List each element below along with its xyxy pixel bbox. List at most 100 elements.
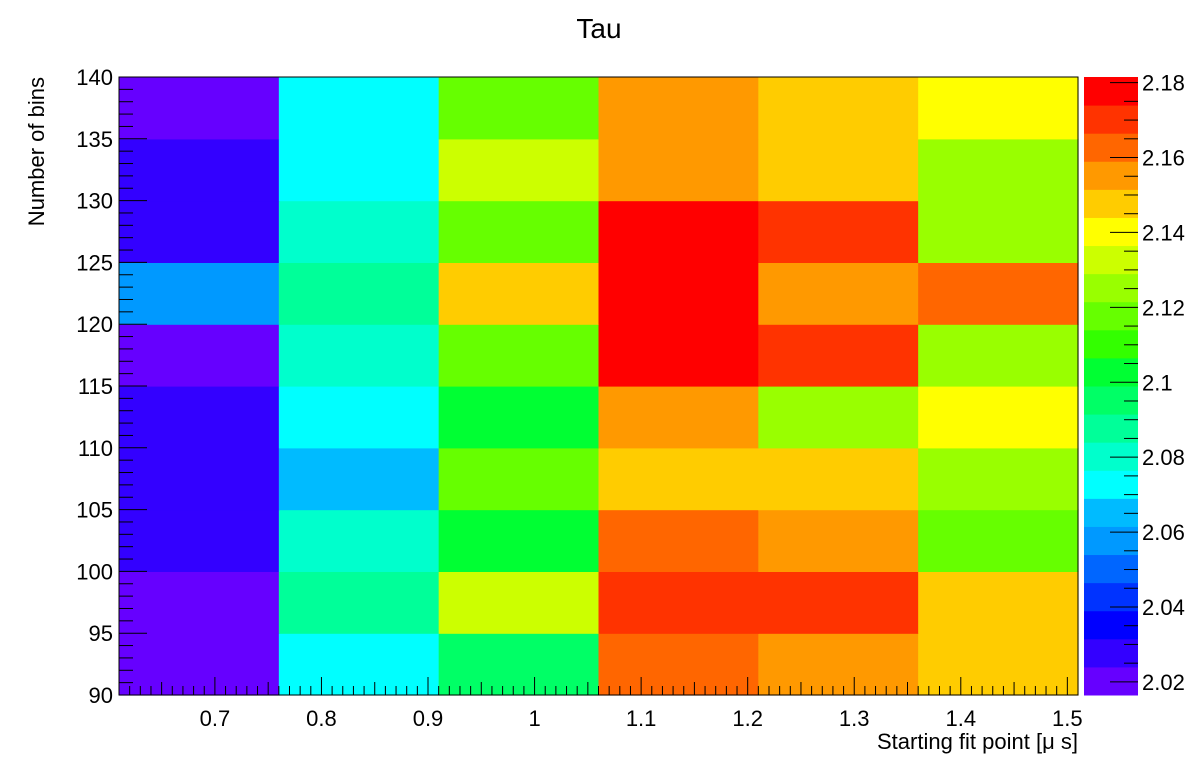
heatmap-cell [758, 262, 919, 325]
heatmap-cell [278, 200, 440, 263]
heatmap-cell [278, 571, 440, 634]
color-scale-step [1084, 498, 1138, 527]
chart-title: Tau [576, 13, 621, 44]
heatmap-cell [758, 77, 919, 140]
color-scale-step [1084, 610, 1138, 640]
y-tick-label: 105 [76, 498, 113, 523]
heatmap-cell [438, 324, 600, 387]
heatmap-cell [918, 633, 1079, 696]
color-scale-step [1084, 77, 1138, 106]
heatmap-cells [119, 77, 1079, 696]
heatmap-cell [758, 509, 919, 572]
x-axis-label: Starting fit point [μ s] [877, 729, 1078, 754]
y-tick-label: 120 [76, 312, 113, 337]
heatmap-cell [918, 386, 1079, 449]
heatmap-cell [598, 262, 759, 325]
heatmap-cell [278, 262, 440, 325]
heatmap-cell [438, 138, 600, 202]
heatmap-cell [278, 386, 440, 449]
color-scale-step [1084, 217, 1138, 247]
x-tick-label: 1 [528, 706, 540, 731]
x-tick-label: 0.7 [200, 706, 231, 731]
heatmap-cell [438, 633, 600, 696]
y-tick-label: 130 [76, 189, 113, 214]
color-scale-step [1084, 161, 1138, 190]
color-scale-tick-label: 2.06 [1142, 520, 1185, 545]
heatmap-cell [119, 509, 280, 572]
heatmap-cell [119, 77, 280, 140]
heatmap-cell [598, 509, 759, 572]
color-scale-step [1084, 133, 1138, 162]
heatmap-cell [438, 571, 600, 634]
color-scale-step [1084, 554, 1138, 584]
y-tick-label: 110 [78, 436, 113, 461]
y-tick-label: 135 [76, 127, 113, 152]
color-scale-step [1084, 329, 1138, 359]
y-tick-label: 115 [78, 374, 113, 399]
heatmap-cell [119, 200, 280, 263]
color-scale-tick-label: 2.08 [1142, 445, 1185, 470]
heatmap-cell [438, 77, 600, 140]
heatmap-cell [278, 77, 440, 140]
x-tick-label: 0.8 [306, 706, 337, 731]
heatmap-cell [758, 571, 919, 634]
y-axis-label: Number of bins [24, 77, 49, 226]
heatmap-cell [918, 200, 1079, 263]
color-scale-tick-label: 2.14 [1142, 220, 1185, 245]
x-tick-label: 1.2 [732, 706, 763, 731]
color-scale-tick-label: 2.02 [1142, 670, 1185, 695]
color-scale-step [1084, 357, 1138, 387]
color-scale-tick-label: 2.1 [1142, 370, 1173, 395]
heatmap-cell [119, 633, 280, 696]
color-scale-step [1084, 470, 1138, 499]
color-scale-step [1084, 301, 1138, 331]
color-scale-step [1084, 582, 1138, 612]
heatmap-cell [918, 447, 1079, 511]
color-scale-step [1084, 414, 1138, 443]
color-scale-step [1084, 442, 1138, 471]
heatmap-cell [598, 138, 759, 202]
y-tick-label: 140 [76, 65, 113, 90]
heatmap-cell [598, 77, 759, 140]
heatmap-cell [438, 386, 600, 449]
heatmap-cell [758, 447, 919, 511]
heatmap-cell [119, 262, 280, 325]
heatmap-cell [918, 262, 1079, 325]
color-scale-tick-label: 2.16 [1142, 146, 1185, 171]
heatmap-cell [438, 262, 600, 325]
heatmap-cell [598, 447, 759, 511]
x-tick-label: 1.3 [839, 706, 870, 731]
color-scale-tick-label: 2.18 [1142, 71, 1185, 96]
color-scale-step [1084, 526, 1138, 556]
heatmap-cell [758, 200, 919, 263]
heatmap-cell [918, 138, 1079, 202]
heatmap-cell [598, 200, 759, 263]
color-scale-step [1084, 273, 1138, 303]
y-tick-label: 90 [89, 683, 113, 708]
color-scale-step [1084, 189, 1138, 218]
heatmap-cell [918, 77, 1079, 140]
heatmap-cell [119, 324, 280, 387]
heatmap-cell [278, 447, 440, 511]
heatmap-cell [758, 138, 919, 202]
color-scale-step [1084, 666, 1138, 696]
heatmap-cell [598, 571, 759, 634]
heatmap-cell [278, 509, 440, 572]
color-scale-step [1084, 386, 1138, 415]
heatmap-cell [598, 633, 759, 696]
color-scale-step [1084, 105, 1138, 134]
heatmap-cell [119, 386, 280, 449]
heatmap-cell [278, 138, 440, 202]
heatmap-cell [918, 571, 1079, 634]
heatmap-cell [119, 138, 280, 202]
heatmap-cell [438, 509, 600, 572]
heatmap-cell [438, 447, 600, 511]
heatmap-cell [598, 386, 759, 449]
heatmap-cell [758, 324, 919, 387]
x-axis: 0.7 0.8 0.9 1 1.1 1.2 1.3 1.4 1.5 [118, 677, 1083, 731]
y-axis: 90 95 100 105 110 115 120 125 130 135 140 [76, 65, 147, 708]
heatmap-cell [758, 633, 919, 696]
x-tick-label: 0.9 [413, 706, 444, 731]
x-tick-label: 1.4 [945, 706, 976, 731]
